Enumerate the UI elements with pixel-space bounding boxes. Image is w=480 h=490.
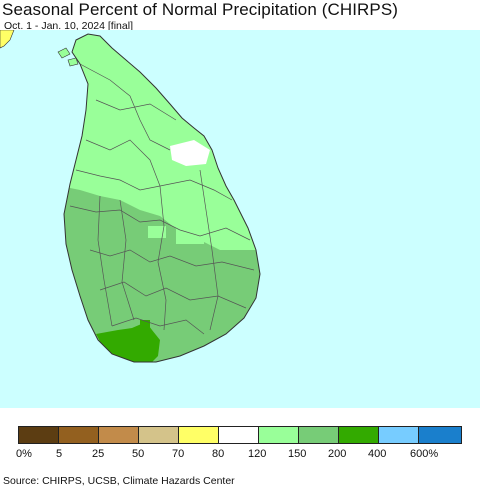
legend-labels: 0% 5 25 50 70 80 120 150 200 400 600%	[0, 448, 480, 462]
legend-label: 50	[132, 448, 145, 460]
legend-swatch	[298, 426, 339, 444]
legend-swatch	[18, 426, 59, 444]
color-legend	[18, 426, 462, 446]
legend-swatch	[178, 426, 219, 444]
legend-swatch	[258, 426, 299, 444]
legend-label: 600%	[410, 448, 439, 460]
legend-label: 0%	[16, 448, 32, 460]
legend-swatch	[338, 426, 379, 444]
legend-label: 25	[92, 448, 105, 460]
legend-label: 5	[56, 448, 63, 460]
precipitation-map	[0, 30, 480, 408]
legend-label: 120	[248, 448, 267, 460]
legend-swatch	[378, 426, 419, 444]
map-title: Seasonal Percent of Normal Precipitation…	[2, 0, 399, 19]
sri-lanka-outline	[63, 33, 261, 363]
legend-label: 400	[368, 448, 387, 460]
legend-label: 200	[328, 448, 347, 460]
legend-swatch	[58, 426, 99, 444]
mainland-corner	[0, 30, 15, 49]
legend-label: 150	[288, 448, 307, 460]
legend-swatch	[418, 426, 462, 444]
source-credit: Source: CHIRPS, UCSB, Climate Hazards Ce…	[3, 475, 235, 487]
legend-label: 70	[172, 448, 185, 460]
map-subtitle: Oct. 1 - Jan. 10, 2024 [final]	[4, 20, 133, 32]
legend-swatch	[218, 426, 259, 444]
legend-swatch	[98, 426, 139, 444]
legend-label: 80	[212, 448, 225, 460]
legend-swatch	[138, 426, 179, 444]
